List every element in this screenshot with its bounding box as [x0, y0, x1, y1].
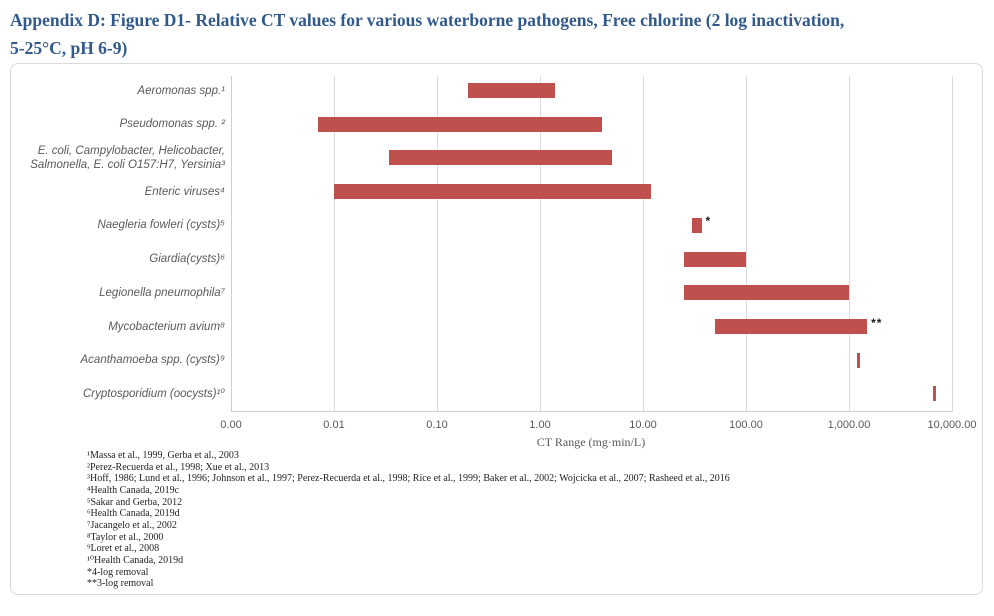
- x-axis-line: [231, 411, 953, 412]
- chart-area: CT Range (mg·min/L) 0.00 0.01 0.10 1.00 10.0…: [10, 63, 983, 595]
- x-gridline: [849, 76, 850, 411]
- footnote-line: ⁵Sakar and Gerba, 2012: [87, 496, 183, 508]
- x-gridline: [952, 76, 953, 411]
- x-gridline: [334, 76, 335, 411]
- x-axis-tick-label: 1,000.00: [827, 419, 871, 431]
- category-label: Cryptosporidium (oocysts)¹⁰: [82, 387, 225, 400]
- category-label: Legionella pneumophila⁷: [99, 286, 225, 299]
- footnote-line: ¹Massa et al., 1999, Gerba et al., 2003: [87, 450, 239, 461]
- footnote-line: ²Perez-Recuerda et al., 1998; Xue et al.…: [87, 461, 270, 473]
- category-label: Aeromonas spp.¹: [137, 84, 225, 97]
- footnote-line: ⁷Jacangelo et al., 2002: [87, 519, 177, 531]
- category-label: Giardia(cysts)⁶: [149, 253, 225, 266]
- page-title: Appendix D: Figure D1- Relative CT value…: [10, 10, 845, 58]
- category-label: Acanthamoeba spp. (cysts)⁹: [80, 354, 226, 367]
- x-axis-tick-label: 10,000.00: [927, 419, 977, 431]
- range-bar: [318, 116, 602, 132]
- x-axis-tick-label: 0.10: [426, 419, 448, 431]
- x-axis-title: CT Range (mg·min/L): [536, 435, 646, 449]
- bar-asterisk-marker: *: [705, 214, 712, 229]
- range-bar: [714, 319, 868, 335]
- category-label: Enteric viruses⁴: [144, 185, 225, 198]
- footnote-line: ⁴Health Canada, 2019c: [87, 484, 180, 496]
- category-label: Naegleria fowleri (cysts)⁵: [97, 219, 225, 232]
- x-gridline: [643, 76, 644, 411]
- footnote-line: ¹⁰Health Canada, 2019d: [87, 554, 184, 566]
- footnote-line: ⁹Loret et al., 2008: [87, 543, 160, 555]
- x-axis-tick-label: 100.00: [729, 419, 763, 431]
- x-gridline: [437, 76, 438, 411]
- footnote-line: ³Hoff, 1986; Lund et al., 1996; Johnson …: [87, 473, 730, 485]
- range-bar: [468, 83, 556, 98]
- range-bar: [683, 251, 746, 267]
- category-label: E. coli, Campylobacter, Helicobacter, Sa…: [30, 144, 225, 171]
- x-gridline: [540, 76, 541, 411]
- bar-asterisk-marker: **: [871, 315, 883, 330]
- range-bar: [933, 386, 937, 402]
- range-bar: [857, 352, 861, 368]
- x-axis-tick-label: 1.00: [529, 419, 551, 431]
- footnote-line: ⁶Health Canada, 2019d: [87, 508, 180, 520]
- x-gridline: [746, 76, 747, 411]
- range-bar: [334, 184, 652, 200]
- x-axis-tick-label: 10.00: [629, 419, 657, 431]
- y-axis-line: [231, 76, 232, 411]
- x-axis-tick-label: 0.00: [220, 419, 242, 431]
- range-bar: [388, 150, 612, 166]
- footnote-line: ⁸Taylor et al., 2000: [87, 531, 164, 543]
- footnote-line: **3-log removal: [87, 578, 154, 590]
- category-label: Mycobacterium avium⁸: [108, 320, 225, 333]
- footnote-line: *4-log removal: [87, 566, 149, 578]
- range-bar: [692, 217, 702, 233]
- x-axis-tick-label: 0.01: [323, 419, 345, 431]
- category-label: Pseudomonas spp. ²: [119, 118, 225, 131]
- range-bar: [683, 285, 849, 301]
